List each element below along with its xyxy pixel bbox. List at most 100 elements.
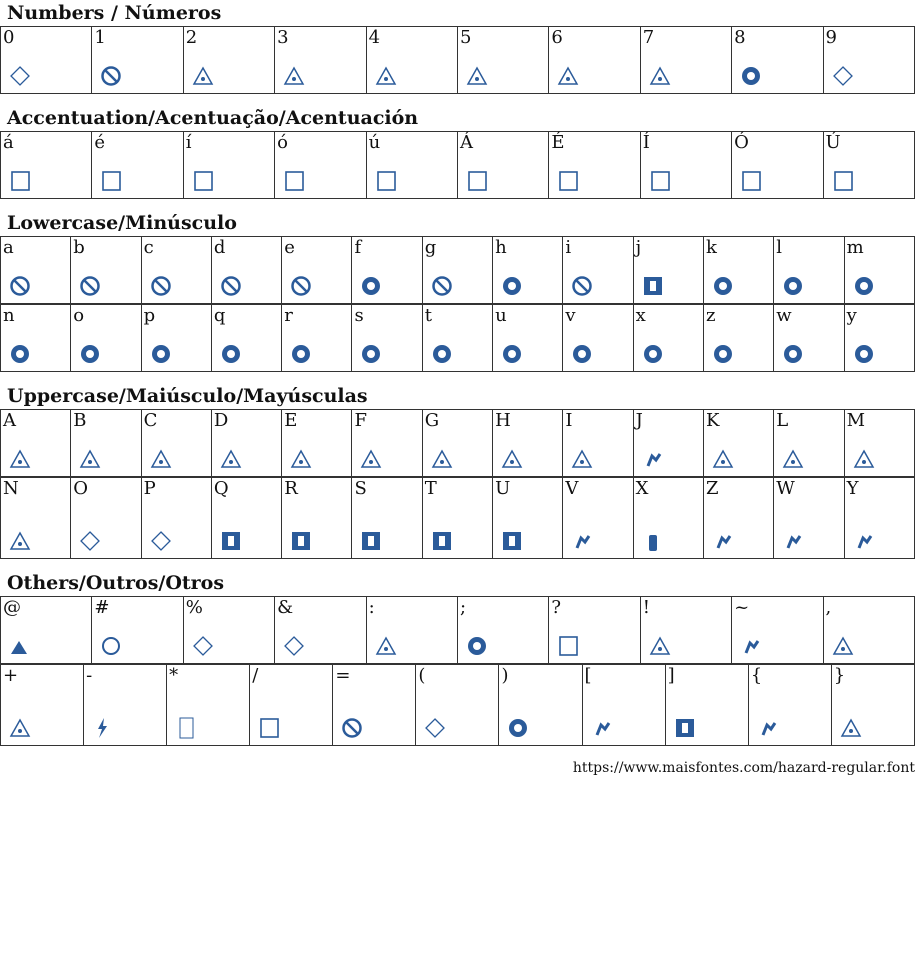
- prohibit-icon: [432, 276, 452, 296]
- glyph-char: @: [3, 597, 21, 618]
- glyph-char: c: [143, 237, 154, 258]
- triangle-icon: [375, 66, 396, 85]
- filled-circle-icon: [362, 345, 381, 363]
- glyph-cell: F: [351, 409, 423, 477]
- section-title: Lowercase/Minúsculo: [7, 212, 237, 234]
- glyph-char: o: [73, 305, 85, 326]
- glyph-char: 1: [94, 27, 106, 48]
- glyph-cell: i: [562, 236, 634, 304]
- glyph-char: q: [213, 305, 226, 326]
- glyph-cell: ): [498, 664, 583, 746]
- glyph-char: ,: [825, 597, 832, 618]
- glyph-cell: P: [140, 477, 212, 559]
- filled-square-icon: [292, 532, 311, 550]
- triangle-icon: [192, 66, 214, 85]
- section: Numbers / Números 0 1 2 3 4 5 6 7 8 9: [0, 0, 916, 94]
- glyph-cell: z: [702, 304, 775, 372]
- filled-circle-icon: [784, 277, 803, 295]
- section-title: Uppercase/Maiúsculo/Mayúsculas: [7, 385, 368, 407]
- glyph-cell: Ú: [822, 131, 916, 199]
- glyph-cell: H: [492, 409, 564, 477]
- glyph-char: Ó: [734, 132, 749, 153]
- glyph-cell: b: [70, 236, 142, 304]
- glyph-cell: W: [773, 477, 845, 559]
- glyph-cell: +: [0, 664, 85, 746]
- glyph-char: !: [642, 597, 650, 618]
- glyph-cell: k: [702, 236, 775, 304]
- glyph-cell: ?: [548, 596, 641, 664]
- diamond-icon: [10, 66, 30, 86]
- glyph-cell: Á: [456, 131, 550, 199]
- glyph-char: ;: [459, 597, 467, 618]
- filled-circle-icon: [742, 67, 761, 85]
- prohibit-icon: [101, 66, 122, 86]
- glyph-cell: =: [332, 664, 417, 746]
- glyph-char: d: [213, 237, 226, 258]
- filled-circle-icon: [713, 345, 732, 363]
- glyph-cell: !: [639, 596, 733, 664]
- glyph-char: +: [3, 665, 19, 686]
- glyph-char: Á: [459, 132, 473, 153]
- triangle-icon: [832, 636, 853, 655]
- glyph-cell: D: [210, 409, 283, 477]
- glyph-cell: 9: [822, 26, 916, 94]
- filled-square-icon: [643, 277, 662, 295]
- glyph-char: é: [94, 132, 106, 153]
- glyph-char: H: [495, 410, 511, 431]
- triangle-icon: [466, 66, 488, 85]
- glyph-char: Z: [705, 478, 719, 499]
- triangle-icon: [375, 636, 396, 655]
- glyph-cell: V: [562, 477, 634, 559]
- prohibit-icon: [80, 276, 101, 296]
- prohibit-icon: [342, 718, 363, 738]
- glyph-char: D: [213, 410, 229, 431]
- triangle-icon: [572, 449, 593, 468]
- glyph-cell: S: [351, 477, 423, 559]
- glyph-cell: N: [0, 477, 72, 559]
- glyph-char: &: [277, 597, 294, 618]
- square-icon: [468, 171, 487, 191]
- glyph-cell: ;: [456, 596, 550, 664]
- figure-icon: [857, 535, 872, 549]
- glyph-cell: 4: [365, 26, 458, 94]
- glyph-char: L: [776, 410, 789, 431]
- filled-circle-icon: [509, 719, 528, 737]
- square-icon: [650, 171, 670, 191]
- glyph-char: v: [565, 305, 576, 326]
- glyph-char: A: [3, 410, 16, 431]
- circle-icon: [102, 637, 121, 655]
- glyph-cell: T: [421, 477, 494, 559]
- glyph-char: T: [424, 478, 437, 499]
- glyph-char: 9: [825, 27, 837, 48]
- filled-square-icon: [675, 719, 694, 737]
- glyph-cell: A: [0, 409, 72, 477]
- prohibit-icon: [291, 276, 311, 296]
- glyph-cell: {: [747, 664, 832, 746]
- glyph-cell: Q: [210, 477, 283, 559]
- glyph-cell: &: [274, 596, 367, 664]
- square-icon: [376, 171, 396, 191]
- glyph-char: 3: [277, 27, 289, 48]
- glyph-cell: x: [632, 304, 704, 372]
- triangle-icon: [283, 66, 305, 85]
- glyph-char: /: [252, 665, 259, 686]
- glyph-char: a: [3, 237, 14, 258]
- glyph-char: ~: [734, 597, 750, 618]
- glyph-cell: á: [0, 131, 93, 199]
- glyph-char: -: [86, 665, 93, 686]
- glyph-cell: X: [632, 477, 704, 559]
- diamond-icon: [150, 531, 171, 551]
- glyph-cell: /: [249, 664, 334, 746]
- glyph-char: n: [3, 305, 15, 326]
- triangle-icon: [501, 449, 523, 468]
- glyph-cell: j: [632, 236, 704, 304]
- glyph-char: i: [565, 237, 572, 258]
- filled-circle-icon: [151, 345, 170, 363]
- footer-url[interactable]: https://www.maisfontes.com/hazard-regula…: [572, 760, 915, 776]
- glyph-cell: y: [843, 304, 916, 372]
- glyph-char: í: [185, 132, 192, 153]
- glyph-cell: h: [492, 236, 564, 304]
- glyph-cell: n: [0, 304, 72, 372]
- glyph-char: N: [3, 478, 19, 499]
